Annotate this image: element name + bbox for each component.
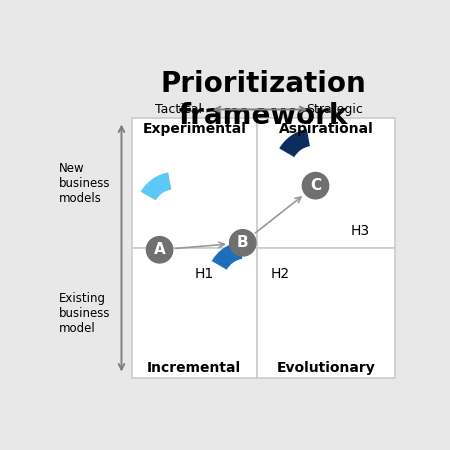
- Text: C: C: [310, 178, 321, 193]
- Text: B: B: [237, 235, 248, 250]
- Wedge shape: [212, 242, 242, 270]
- Bar: [256, 118, 395, 248]
- Bar: [256, 248, 395, 378]
- Circle shape: [146, 237, 173, 263]
- Text: Aspirational: Aspirational: [279, 122, 374, 135]
- Text: H1: H1: [194, 267, 213, 281]
- Wedge shape: [279, 129, 310, 157]
- Circle shape: [302, 172, 328, 199]
- Text: Tactical: Tactical: [155, 104, 202, 117]
- Text: New
business
models: New business models: [59, 162, 111, 205]
- Text: Strategic: Strategic: [306, 104, 363, 117]
- Text: Incremental: Incremental: [147, 360, 241, 374]
- Text: Experimental: Experimental: [142, 122, 246, 135]
- Text: A: A: [154, 242, 166, 257]
- Text: Evolutionary: Evolutionary: [277, 360, 375, 374]
- Wedge shape: [141, 172, 171, 200]
- Bar: [132, 118, 256, 248]
- Text: H2: H2: [270, 267, 290, 281]
- Text: Existing
business
model: Existing business model: [59, 292, 111, 334]
- Text: Prioritization
framework: Prioritization framework: [161, 70, 366, 130]
- Circle shape: [230, 230, 256, 256]
- Text: H3: H3: [350, 224, 369, 238]
- Bar: [132, 248, 256, 378]
